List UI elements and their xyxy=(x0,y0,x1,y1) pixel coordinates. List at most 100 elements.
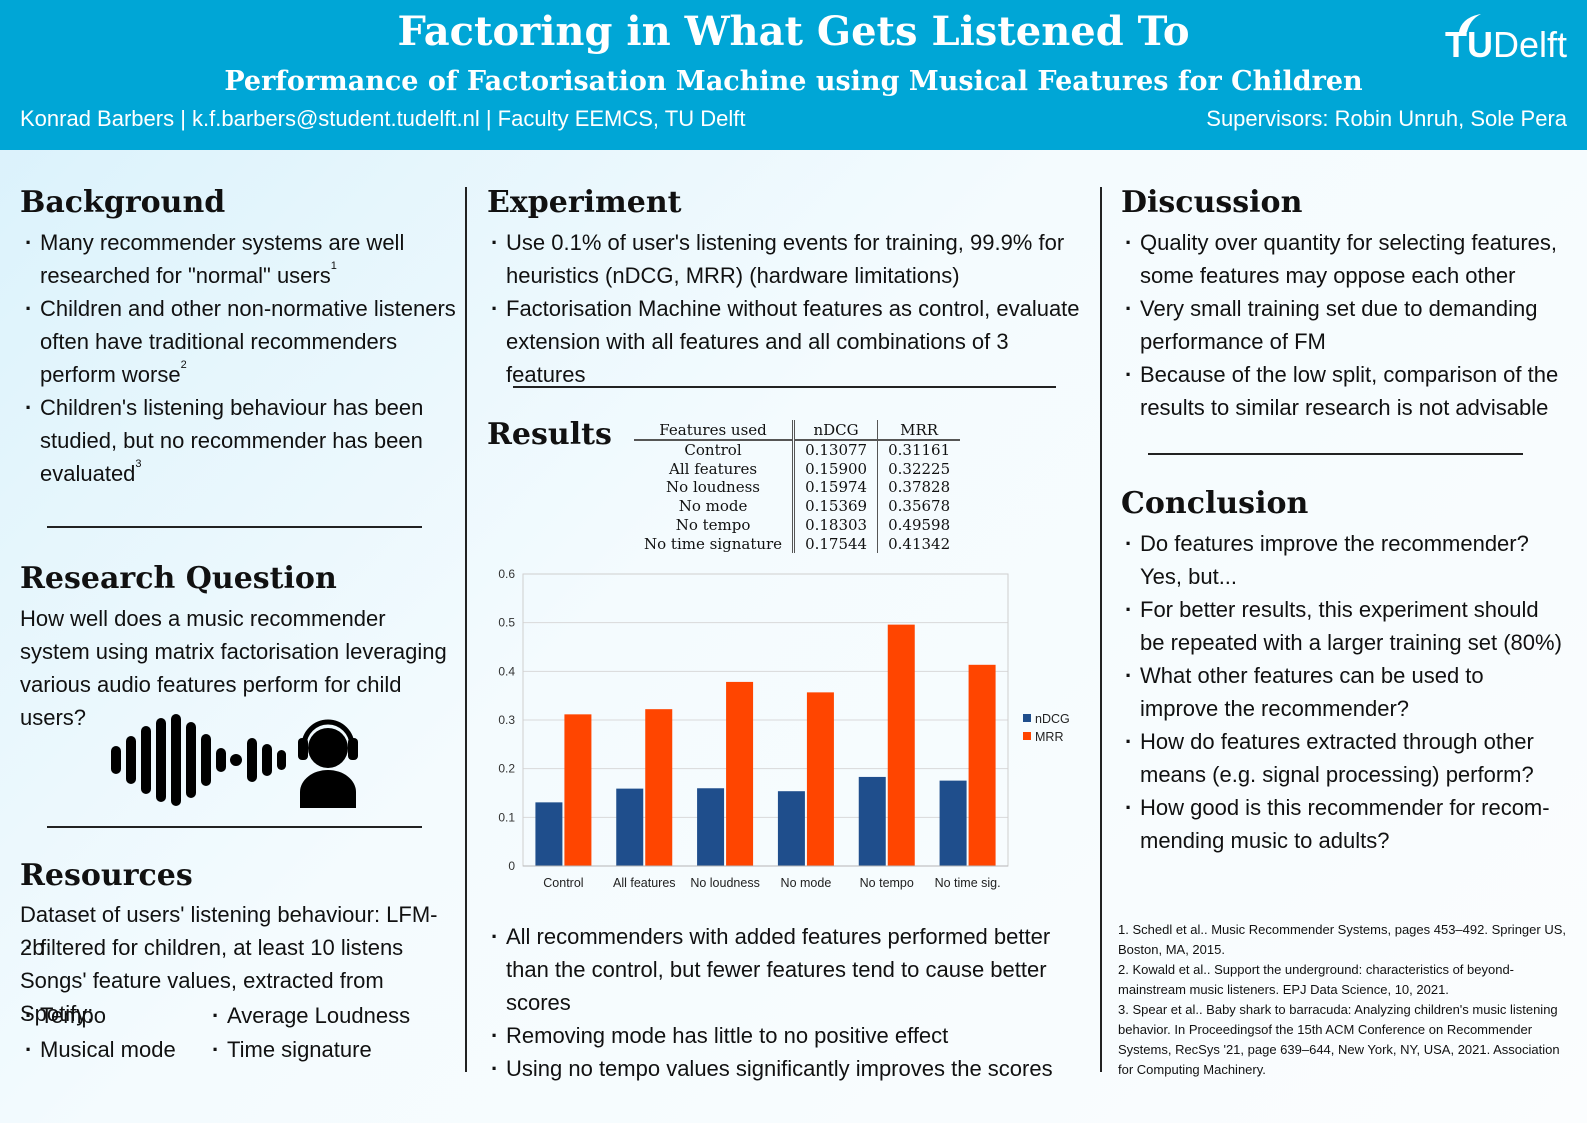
y-tick-label: 0.5 xyxy=(498,616,515,630)
table-cell: 0.41342 xyxy=(888,534,951,553)
x-tick-label: Control xyxy=(543,876,583,890)
discussion-heading: Discussion xyxy=(1121,185,1303,220)
poster-header: Factoring in What Gets Listened To Perfo… xyxy=(0,0,1587,150)
resources-filter-list: filtered for children, at least 10 liste… xyxy=(20,931,460,964)
resources-heading: Resources xyxy=(20,858,193,893)
conclusion-list: Do features improve the recommender? Yes… xyxy=(1120,527,1565,857)
list-item: Because of the low split, comparison of … xyxy=(1120,358,1565,424)
poster-title: Factoring in What Gets Listened To xyxy=(397,8,1190,55)
bar-ndcg xyxy=(616,788,644,866)
results-heading: Results xyxy=(487,417,612,452)
feature-item: Average Loudness xyxy=(207,999,457,1032)
list-item: Children and other non-normative listene… xyxy=(20,292,460,391)
experiment-list: Use 0.1% of user's listening events for … xyxy=(486,226,1091,391)
table-row: No time signature 0.17544 0.41342 xyxy=(634,534,960,554)
y-tick-label: 0.2 xyxy=(498,762,515,776)
list-item: Use 0.1% of user's listening events for … xyxy=(486,226,1091,292)
table-cell: 0.37828 xyxy=(888,478,951,497)
feature-list-left: Tempo Musical mode xyxy=(20,999,210,1066)
list-item: Using no tempo values significantly impr… xyxy=(486,1052,1091,1085)
list-item: How good is this recommender for recom-m… xyxy=(1120,791,1565,857)
bar-mrr xyxy=(726,681,754,866)
table-header: MRR xyxy=(877,420,961,441)
y-tick-label: 0 xyxy=(508,859,515,873)
table-cell: 0.49598 xyxy=(888,515,951,534)
table-cell: No loudness xyxy=(634,478,796,498)
section-divider xyxy=(47,526,422,528)
bar-ndcg xyxy=(535,802,563,866)
table-header: Features used xyxy=(634,420,796,441)
author-line: Konrad Barbers | k.f.barbers@student.tud… xyxy=(20,106,746,131)
list-item: How do features extracted through other … xyxy=(1120,725,1565,791)
table-row: No loudness 0.15974 0.37828 xyxy=(634,478,960,498)
feature-item: Musical mode xyxy=(20,1033,210,1066)
x-tick-label: No loudness xyxy=(690,876,760,890)
bar-mrr xyxy=(968,664,996,866)
list-item: Quality over quantity for selecting feat… xyxy=(1120,226,1565,292)
flame-icon xyxy=(1458,14,1481,32)
background-list: Many recommender systems are well resear… xyxy=(20,226,460,490)
bar-ndcg xyxy=(939,780,967,866)
tu-delft-logo: TU Delft xyxy=(1445,14,1567,66)
conclusion-heading: Conclusion xyxy=(1121,486,1309,521)
legend-label: nDCG xyxy=(1035,712,1070,726)
table-cell: 0.13077 xyxy=(793,440,879,460)
list-item: Removing mode has little to no positive … xyxy=(486,1019,1091,1052)
table-cell: No tempo xyxy=(634,515,796,535)
background-heading: Background xyxy=(20,185,226,220)
table-cell: Control xyxy=(634,440,796,460)
table-cell: No mode xyxy=(634,497,796,516)
table-cell: All features xyxy=(634,459,796,479)
list-item: Do features improve the recommender? Yes… xyxy=(1120,527,1565,593)
table-cell: 0.15900 xyxy=(793,459,879,479)
reference-item: 2. Kowald et al.. Support the undergroun… xyxy=(1118,962,1515,997)
bar-mrr xyxy=(887,624,915,866)
poster-subtitle: Performance of Factorisation Machine usi… xyxy=(224,66,1363,97)
legend-label: MRR xyxy=(1035,730,1063,744)
discussion-list: Quality over quantity for selecting feat… xyxy=(1120,226,1565,424)
y-tick-label: 0.3 xyxy=(498,713,515,727)
list-item: filtered for children, at least 10 liste… xyxy=(20,931,460,964)
section-divider xyxy=(1148,453,1523,455)
list-item: What other features can be used to impro… xyxy=(1120,659,1565,725)
logo-delft: Delft xyxy=(1492,24,1567,65)
results-table: Features used nDCG MRR Control 0.13077 0… xyxy=(634,420,961,554)
reference-item: 1. Schedl et al.. Music Recommender Syst… xyxy=(1118,922,1566,957)
bar-mrr xyxy=(564,714,592,866)
research-question-heading: Research Question xyxy=(20,561,337,596)
legend-swatch xyxy=(1023,732,1031,740)
list-item: Very small training set due to demanding… xyxy=(1120,292,1565,358)
table-header-row: Features used nDCG MRR xyxy=(634,420,961,441)
table-cell: 0.31161 xyxy=(888,441,951,459)
y-tick-label: 0.4 xyxy=(498,664,515,678)
sound-wave-icon xyxy=(111,714,286,806)
table-cell: 0.15974 xyxy=(793,478,879,498)
section-divider xyxy=(47,826,422,828)
x-tick-label: All features xyxy=(613,876,676,890)
x-tick-label: No time sig. xyxy=(935,876,1001,890)
results-findings-list: All recommenders with added features per… xyxy=(486,920,1091,1085)
bar-ndcg xyxy=(777,791,805,866)
list-item: All recommenders with added features per… xyxy=(486,920,1091,1019)
table-row: No tempo 0.18303 0.49598 xyxy=(634,515,960,535)
experiment-heading: Experiment xyxy=(487,185,682,220)
list-item: Many recommender systems are well resear… xyxy=(20,226,460,292)
table-cell: 0.18303 xyxy=(793,515,879,535)
table-row: No mode 0.15369 0.35678 xyxy=(634,497,960,516)
list-item: For better results, this experiment shou… xyxy=(1120,593,1565,659)
list-item: Factorisation Machine without features a… xyxy=(486,292,1091,391)
research-question-text: How well does a music recommender system… xyxy=(20,606,447,730)
y-tick-label: 0.1 xyxy=(498,810,515,824)
x-tick-label: No mode xyxy=(781,876,832,890)
y-tick-label: 0.6 xyxy=(498,567,515,581)
logo-tu: TU xyxy=(1444,24,1493,65)
bar-ndcg xyxy=(697,788,725,866)
references: 1. Schedl et al.. Music Recommender Syst… xyxy=(1118,920,1568,1080)
legend-swatch xyxy=(1023,714,1031,722)
table-row: Control 0.13077 0.31161 xyxy=(634,440,960,460)
bar-ndcg xyxy=(858,776,886,866)
reference-item: 3. Spear et al.. Baby shark to barracuda… xyxy=(1118,1002,1560,1077)
table-header: nDCG xyxy=(793,420,879,441)
table-cell: 0.35678 xyxy=(888,497,951,516)
column-divider-left xyxy=(465,187,467,1072)
